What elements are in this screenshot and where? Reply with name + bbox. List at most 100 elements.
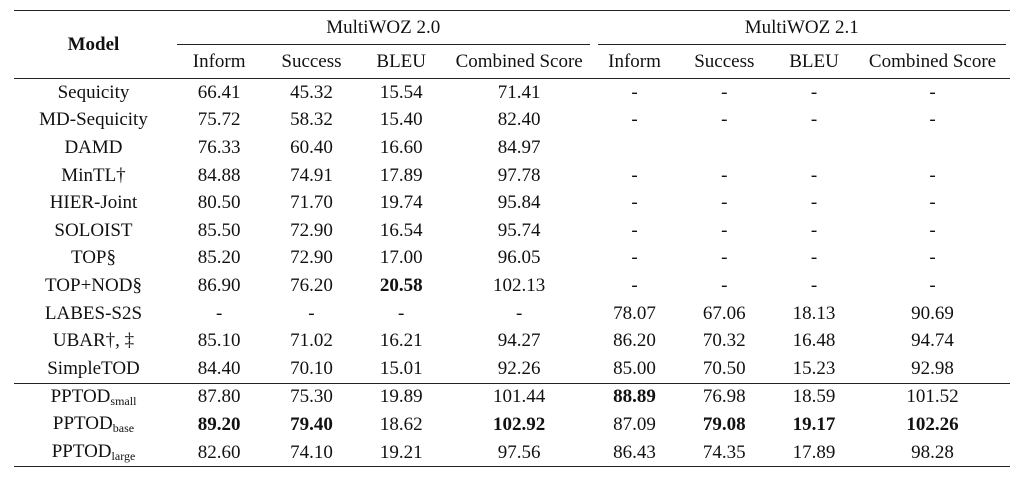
score-cell: 86.43 xyxy=(613,441,656,463)
best-score: 79.40 xyxy=(290,413,333,435)
score-cell: 70.10 xyxy=(290,357,333,379)
score-cell: 84.97 xyxy=(497,136,541,158)
score-cell: - xyxy=(929,219,936,241)
score-cell: 102.26 xyxy=(855,411,1010,439)
score-cell: 19.21 xyxy=(379,441,423,463)
model-name: Sequicity xyxy=(57,81,130,103)
score-cell: - xyxy=(929,247,936,269)
model-name: TOP§ xyxy=(70,247,117,269)
score-cell: 19.17 xyxy=(773,411,855,439)
model-name-cell: PPTODlarge xyxy=(14,439,173,467)
score-cell xyxy=(594,134,676,162)
score-cell xyxy=(855,134,1010,162)
model-name: HIER-Joint xyxy=(49,192,138,214)
score-cell: - xyxy=(631,164,638,186)
score-cell: 97.56 xyxy=(497,441,541,463)
score-cell: - xyxy=(721,219,728,241)
table-row: UBAR†, ‡ 85.10 71.02 16.21 94.27 86.20 70.32 16… xyxy=(14,327,1010,355)
score-cell: 85.50 xyxy=(197,219,241,241)
score-cell: 16.54 xyxy=(379,219,423,241)
column-header: Success xyxy=(281,50,342,72)
score-cell: 15.01 xyxy=(379,357,423,379)
score-cell: 16.60 xyxy=(379,136,423,158)
table-row: MinTL† 84.88 74.91 17.89 97.78 - - - - xyxy=(14,162,1010,190)
score-cell: - xyxy=(929,109,936,131)
table-row: DAMD 76.33 60.40 16.60 84.97 xyxy=(14,134,1010,162)
model-name-cell: TOP§ xyxy=(14,245,173,273)
model-name-cell: SOLOIST xyxy=(14,217,173,245)
model-name-cell: MD-Sequicity xyxy=(14,107,173,135)
score-cell: 15.54 xyxy=(379,81,423,103)
score-cell: 15.40 xyxy=(379,109,423,131)
model-name: SOLOIST xyxy=(54,219,133,241)
baseline-rows: Sequicity 66.41 45.32 15.54 71.41- - - - MD-Sequ… xyxy=(14,78,1010,384)
score-cell: - xyxy=(631,192,638,214)
score-cell: 95.84 xyxy=(497,192,541,214)
model-name-cell: PPTODbase xyxy=(14,411,173,439)
model-name-cell: SimpleTOD xyxy=(14,355,173,383)
model-name: SimpleTOD xyxy=(47,357,140,379)
score-cell: 88.89 xyxy=(594,383,676,411)
best-score: 19.17 xyxy=(792,413,836,435)
best-score: 102.26 xyxy=(906,413,959,435)
column-header: BLEU xyxy=(789,50,839,72)
score-cell: - xyxy=(631,219,638,241)
score-cell: 87.80 xyxy=(197,386,241,408)
score-cell: - xyxy=(929,164,936,186)
table-row: SimpleTOD 84.40 70.10 15.01 92.26 85.00 70.50 1… xyxy=(14,355,1010,383)
best-score: 88.89 xyxy=(613,386,656,408)
score-cell: 92.98 xyxy=(911,357,954,379)
model-name-cell: TOP+NOD§ xyxy=(14,272,173,300)
model-name: PPTOD xyxy=(52,413,113,435)
score-cell: - xyxy=(308,302,315,324)
model-name-cell: PPTODsmall xyxy=(14,383,173,411)
pptod-rows: PPTODsmall 87.80 75.30 19.89 101.44 88.89 76.9… xyxy=(14,383,1010,467)
table-row: HIER-Joint 80.50 71.70 19.74 95.84 - - - - xyxy=(14,189,1010,217)
model-name-cell: HIER-Joint xyxy=(14,189,173,217)
model-name-cell: Sequicity xyxy=(14,79,173,107)
model-name: PPTOD xyxy=(51,441,112,463)
score-cell: 16.48 xyxy=(792,330,836,352)
score-cell: 95.74 xyxy=(497,219,541,241)
score-cell: 89.20 xyxy=(173,411,265,439)
best-score: 20.58 xyxy=(379,274,423,296)
table-row: PPTODbase 89.20 79.40 18.62 102.92 87.09 79.08… xyxy=(14,411,1010,439)
table-row: LABES-S2S - - - - 78.07 67.06 18.13 90.69 xyxy=(14,300,1010,328)
score-cell: - xyxy=(810,247,818,269)
score-cell: 101.44 xyxy=(493,386,546,408)
score-cell: 86.20 xyxy=(613,330,656,352)
model-name: MinTL† xyxy=(61,164,126,186)
score-cell: 101.52 xyxy=(906,386,959,408)
score-cell: 70.50 xyxy=(702,357,746,379)
score-cell: 71.41 xyxy=(497,81,541,103)
score-cell: 70.32 xyxy=(702,330,746,352)
score-cell: 17.89 xyxy=(792,441,836,463)
score-cell: - xyxy=(810,109,818,131)
column-header: Inform xyxy=(608,50,661,72)
column-header: Success xyxy=(694,50,755,72)
score-cell: - xyxy=(398,302,405,324)
score-cell: 102.92 xyxy=(445,411,594,439)
score-cell: 45.32 xyxy=(290,81,333,103)
column-header: Combined Score xyxy=(868,50,997,72)
score-cell: 72.90 xyxy=(290,247,333,269)
model-name-cell: DAMD xyxy=(14,134,173,162)
score-cell: - xyxy=(721,274,728,296)
score-cell: 18.59 xyxy=(792,386,836,408)
score-cell: 15.23 xyxy=(792,357,836,379)
score-cell: 76.33 xyxy=(197,136,241,158)
score-cell: 90.69 xyxy=(911,302,954,324)
score-cell: - xyxy=(721,164,728,186)
score-cell: 72.90 xyxy=(290,219,333,241)
model-name: PPTOD xyxy=(50,385,111,407)
model-size-subscript: base xyxy=(112,421,135,436)
score-cell: 98.28 xyxy=(911,441,954,463)
score-cell: 87.09 xyxy=(613,413,656,435)
score-cell: - xyxy=(515,302,523,324)
score-cell: 75.72 xyxy=(197,109,241,131)
score-cell: 20.58 xyxy=(358,272,445,300)
score-cell: 76.20 xyxy=(290,274,333,296)
table-row: SOLOIST 85.50 72.90 16.54 95.74 - - - - xyxy=(14,217,1010,245)
model-name: UBAR†, ‡ xyxy=(52,330,135,352)
score-cell: 17.00 xyxy=(379,247,423,269)
